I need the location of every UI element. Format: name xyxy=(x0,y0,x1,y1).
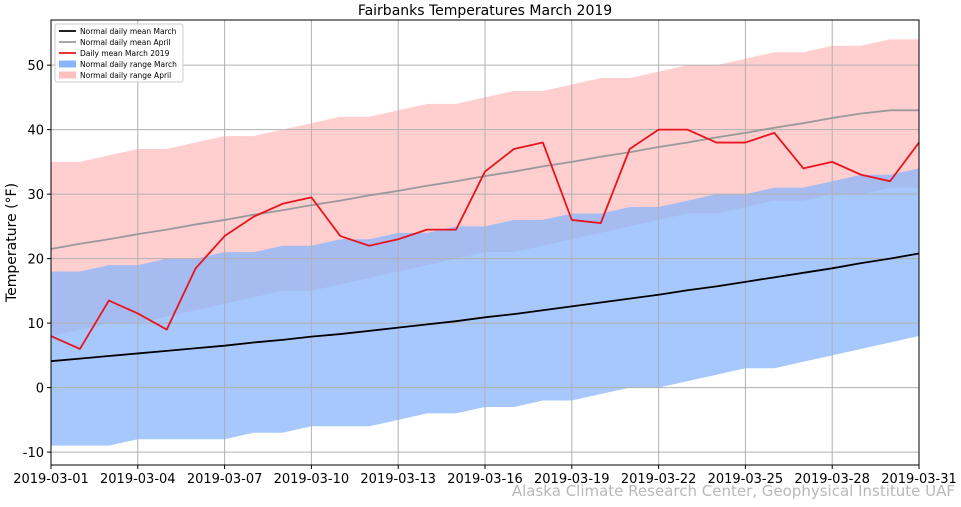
legend-label: Daily mean March 2019 xyxy=(80,49,170,58)
y-tick-label: 0 xyxy=(36,382,44,397)
legend-swatch xyxy=(59,71,76,79)
y-tick-label: 50 xyxy=(27,59,44,74)
x-tick-label: 2019-03-25 xyxy=(708,472,784,487)
x-tick-label: 2019-03-16 xyxy=(447,472,523,487)
x-tick-label: 2019-03-19 xyxy=(534,472,610,487)
x-tick-label: 2019-03-28 xyxy=(794,472,870,487)
legend-label: Normal daily range April xyxy=(80,71,171,80)
line-normal-daily-mean-april xyxy=(50,109,919,250)
legend-swatch xyxy=(59,60,76,68)
y-tick-label: -10 xyxy=(23,446,44,461)
legend-label: Normal daily mean April xyxy=(80,38,171,47)
x-tick-label: 2019-03-04 xyxy=(100,472,176,487)
x-tick-label: 2019-03-31 xyxy=(881,472,957,487)
x-tick-label: 2019-03-13 xyxy=(360,472,436,487)
x-tick-label: 2019-03-22 xyxy=(621,472,697,487)
line-daily-mean-march-2019 xyxy=(50,128,920,350)
chart-title: Fairbanks Temperatures March 2019 xyxy=(358,3,612,19)
legend-label: Normal daily range March xyxy=(80,60,177,69)
y-tick-label: 40 xyxy=(27,124,44,139)
credit-text: Alaska Climate Research Center, Geophysi… xyxy=(511,482,955,500)
x-tick-label: 2019-03-01 xyxy=(13,472,89,487)
line-normal-daily-mean-march xyxy=(50,252,920,363)
y-tick-label: 20 xyxy=(27,253,44,268)
y-tick-label: 30 xyxy=(27,188,44,203)
y-axis-label: Temperature (°F) xyxy=(4,183,20,303)
x-tick-label: 2019-03-10 xyxy=(274,472,350,487)
x-tick-label: 2019-03-07 xyxy=(187,472,263,487)
legend-label: Normal daily mean March xyxy=(80,27,177,36)
y-tick-label: 10 xyxy=(27,317,44,332)
legend-box xyxy=(54,23,184,83)
